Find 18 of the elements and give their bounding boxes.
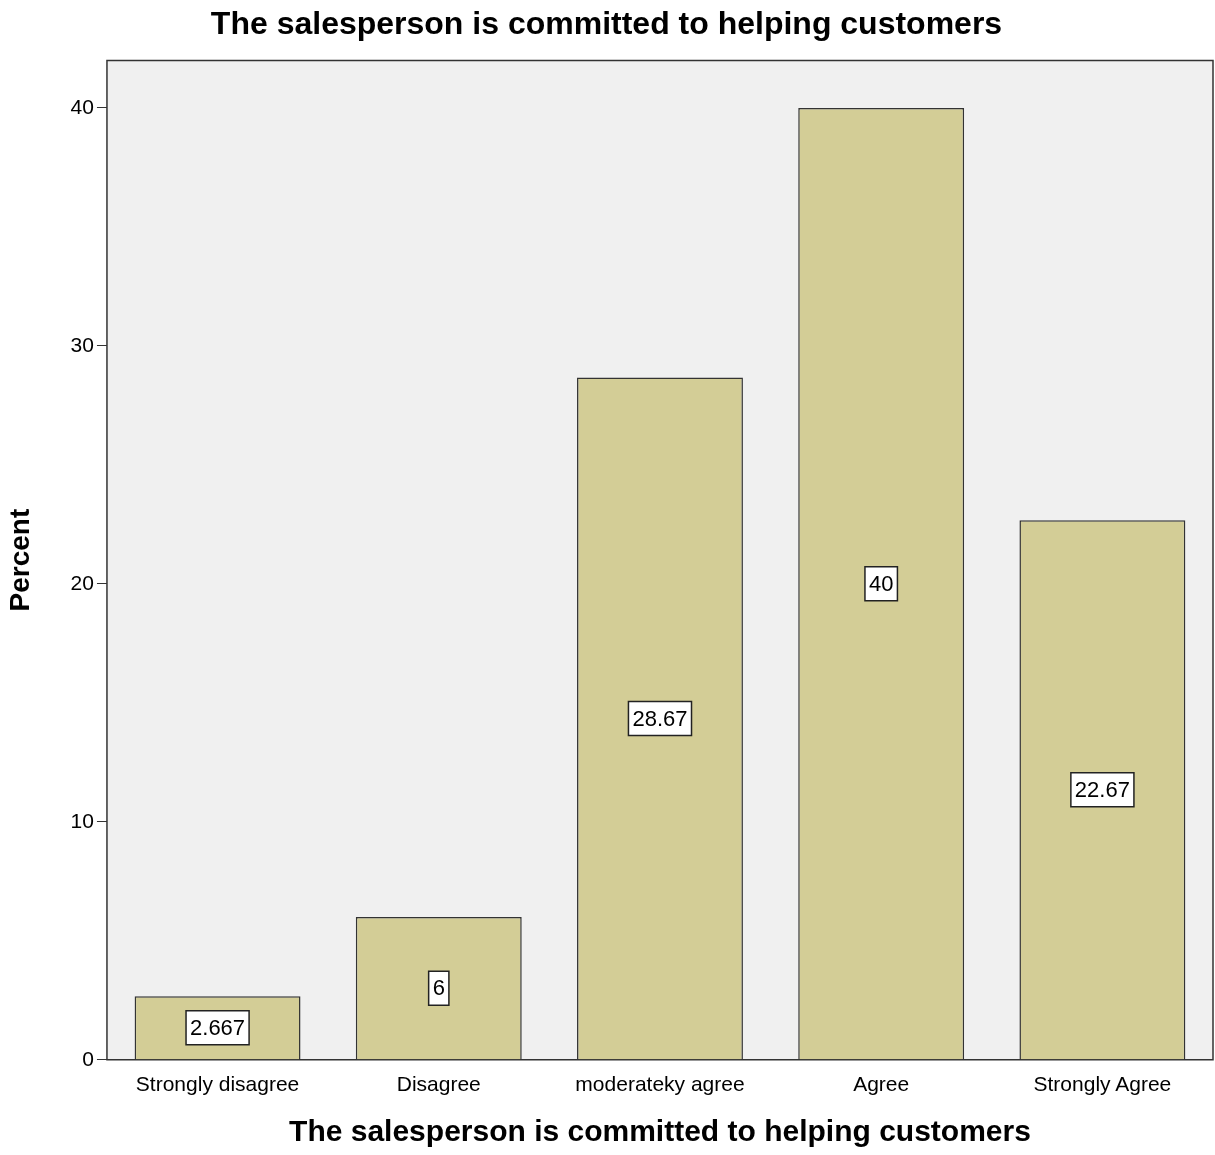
data-label: 22.67 <box>1074 776 1130 802</box>
y-tick-label: 40 <box>70 94 94 118</box>
data-label: 28.67 <box>632 705 688 731</box>
y-axis-title: Percent <box>3 508 35 612</box>
y-tick-label: 10 <box>70 808 94 832</box>
x-tick-label: Strongly Agree <box>1033 1072 1172 1096</box>
data-label: 6 <box>432 975 445 1001</box>
x-tick-label: Strongly disagree <box>135 1072 300 1096</box>
x-tick-label: moderateky agree <box>575 1072 745 1096</box>
chart-title: The salesperson is committed to helping customers <box>210 5 1003 42</box>
y-tick-label: 20 <box>70 570 94 594</box>
y-tick-label: 0 <box>82 1046 94 1070</box>
x-tick-label: Disagree <box>396 1072 481 1096</box>
y-tick-label: 30 <box>70 332 94 356</box>
x-axis-title: The salesperson is committed to helping customers <box>289 1114 1031 1148</box>
data-label: 2.667 <box>190 1014 246 1040</box>
data-label: 40 <box>868 570 894 596</box>
x-tick-label: Agree <box>853 1072 910 1096</box>
